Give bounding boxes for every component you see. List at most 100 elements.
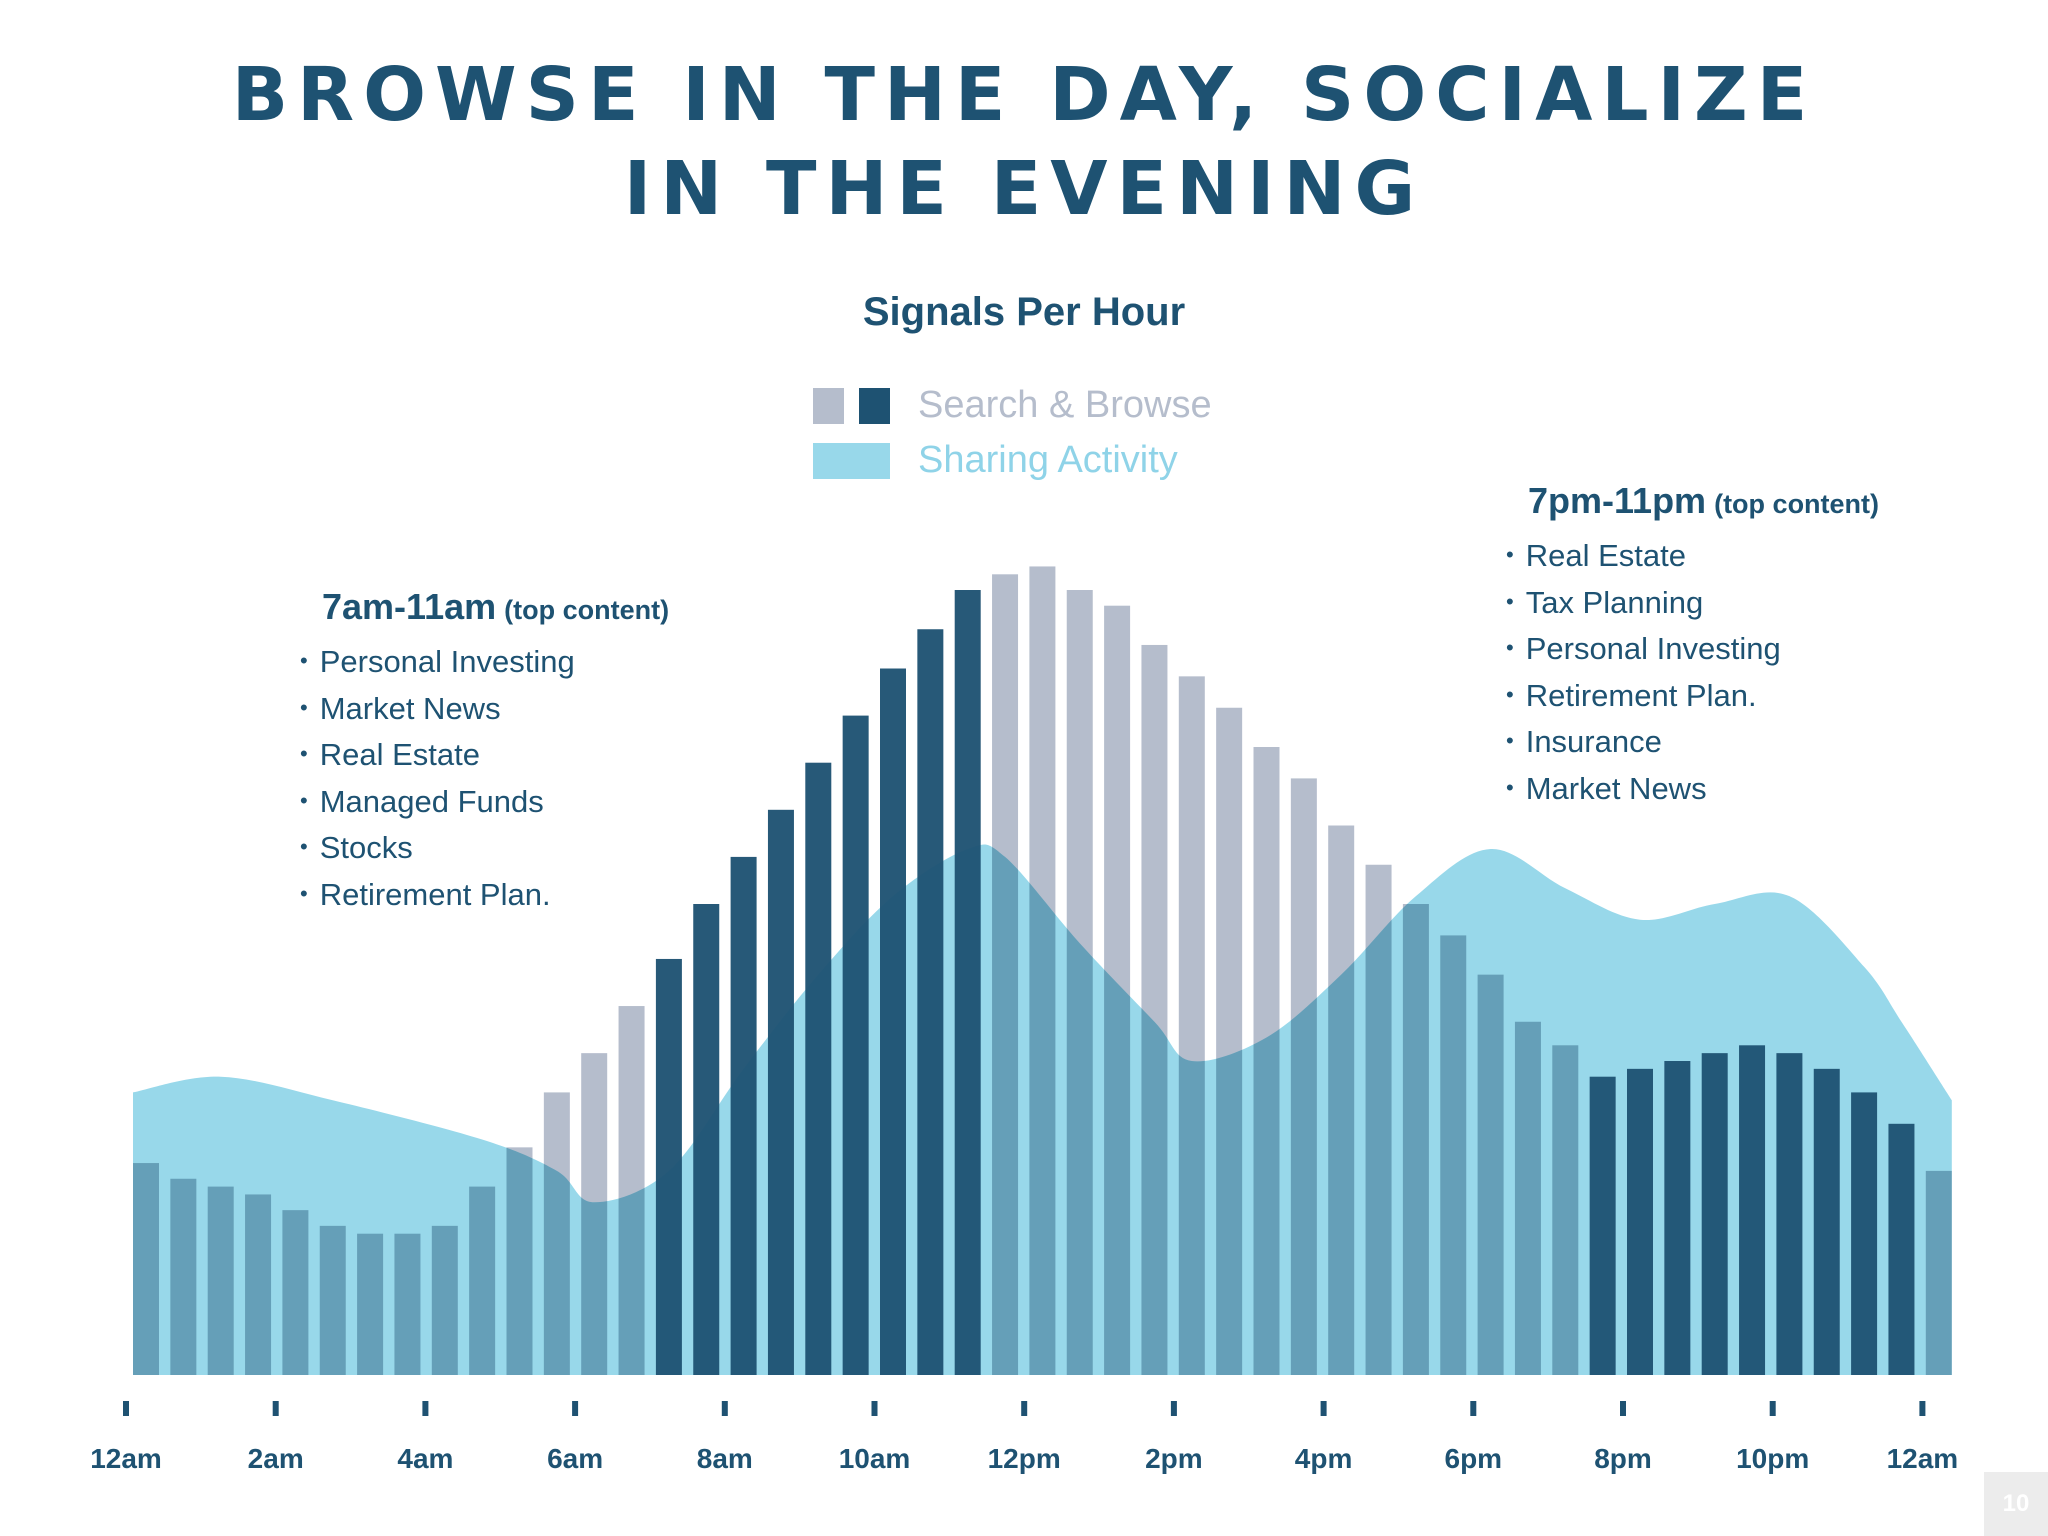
chart-title: Signals Per Hour bbox=[862, 290, 1186, 334]
x-tick-label: 8am bbox=[697, 1443, 753, 1474]
page-number: 10 bbox=[1984, 1472, 2048, 1536]
legend-swatch-area bbox=[813, 442, 890, 479]
x-tick bbox=[1470, 1401, 1477, 1416]
bar-search-browse bbox=[655, 958, 682, 1375]
x-tick bbox=[1919, 1401, 1926, 1416]
morning-annotation: 7am-11am(top content) Personal Investing… bbox=[300, 586, 669, 918]
bar-search-browse bbox=[1627, 1068, 1653, 1375]
x-tick bbox=[1021, 1401, 1028, 1416]
evening-content-list: Real Estate Tax Planning Personal Invest… bbox=[1506, 532, 1879, 812]
title-line-1: BROWSE IN THE DAY, SOCIALIZE bbox=[231, 52, 1817, 138]
x-tick-label: 12am bbox=[1887, 1443, 1959, 1474]
list-item: Managed Funds bbox=[300, 778, 669, 825]
bar-search-browse-overlay bbox=[319, 1225, 346, 1375]
list-item: Tax Planning bbox=[1506, 579, 1879, 626]
list-item: Real Estate bbox=[300, 731, 669, 778]
bar-search-browse-overlay bbox=[1365, 864, 1392, 1375]
bar-search-browse-overlay bbox=[506, 1147, 533, 1375]
bar-search-browse-overlay bbox=[1029, 844, 1056, 1375]
evening-annotation: 7pm-11pm(top content) Real Estate Tax Pl… bbox=[1506, 480, 1879, 812]
legend-swatch-dark bbox=[859, 387, 890, 424]
title-line-2: IN THE EVENING bbox=[623, 146, 1425, 232]
x-tick-label: 4am bbox=[397, 1443, 453, 1474]
evening-annotation-time: 7pm-11pm bbox=[1528, 480, 1707, 521]
bar-search-browse bbox=[1701, 1053, 1728, 1375]
x-tick bbox=[1170, 1401, 1177, 1416]
list-item: Personal Investing bbox=[1506, 625, 1879, 672]
bar-search-browse-overlay bbox=[207, 1186, 234, 1375]
x-tick-label: 12am bbox=[90, 1443, 162, 1474]
bar-search-browse bbox=[1589, 1076, 1616, 1375]
bar-search-browse-overlay bbox=[245, 1194, 272, 1375]
bar-search-browse bbox=[1888, 1123, 1915, 1375]
bar-search-browse bbox=[1664, 1061, 1691, 1375]
bar-search-browse bbox=[767, 809, 794, 1375]
bar-search-browse bbox=[880, 668, 906, 1375]
x-tick-label: 8pm bbox=[1594, 1443, 1652, 1474]
evening-annotation-note: (top content) bbox=[1714, 489, 1880, 519]
x-tick-label: 4pm bbox=[1295, 1443, 1353, 1474]
bar-search-browse-overlay bbox=[431, 1225, 458, 1375]
x-tick-label: 6pm bbox=[1445, 1443, 1503, 1474]
bar-search-browse-overlay bbox=[1402, 904, 1429, 1375]
legend-swatch-light bbox=[813, 387, 844, 424]
morning-annotation-note: (top content) bbox=[504, 595, 670, 625]
x-tick bbox=[123, 1401, 129, 1416]
x-tick bbox=[272, 1401, 279, 1416]
bar-search-browse bbox=[730, 856, 757, 1375]
x-axis: 12am 2am 4am 6am 8am 10am 12pm 2pm 4pm 6pm 8pm 10pm… bbox=[90, 1401, 1958, 1474]
morning-annotation-heading: 7am-11am (top content) bbox=[322, 586, 669, 628]
sharing-activity-area bbox=[133, 844, 1952, 1375]
x-tick-label: 10pm bbox=[1736, 1443, 1809, 1474]
legend-label-sharing-activity: Sharing Activity bbox=[918, 439, 1178, 481]
x-tick-label: 10am bbox=[839, 1443, 911, 1474]
list-item: Retirement Plan. bbox=[300, 871, 669, 918]
bar-search-browse bbox=[805, 762, 832, 1375]
bar-search-browse-overlay bbox=[170, 1178, 197, 1375]
bar-search-browse bbox=[1851, 1092, 1878, 1375]
x-tick bbox=[422, 1401, 429, 1416]
page-title: BROWSE IN THE DAY, SOCIALIZE IN THE EVEN… bbox=[0, 48, 2048, 236]
bar-search-browse bbox=[842, 715, 869, 1375]
x-tick bbox=[721, 1401, 728, 1416]
list-item: Personal Investing bbox=[300, 638, 669, 685]
x-tick bbox=[572, 1401, 579, 1416]
bar-search-browse-overlay bbox=[1477, 974, 1504, 1375]
bar-search-browse bbox=[1813, 1068, 1840, 1375]
legend-item-search-browse: Search & Browse bbox=[813, 378, 1212, 433]
bar-search-browse bbox=[917, 629, 944, 1375]
bar-search-browse-overlay bbox=[469, 1186, 496, 1375]
list-item: Real Estate bbox=[1506, 532, 1879, 579]
legend-item-sharing-activity: Sharing Activity bbox=[813, 433, 1212, 488]
x-tick bbox=[1620, 1401, 1626, 1416]
bar-search-browse bbox=[1776, 1053, 1803, 1375]
legend: Search & Browse Sharing Activity bbox=[813, 378, 1212, 488]
bar-search-browse-overlay bbox=[133, 1163, 159, 1375]
evening-annotation-heading: 7pm-11pm (top content) bbox=[1528, 480, 1879, 522]
x-tick bbox=[871, 1401, 878, 1416]
bar-search-browse-overlay bbox=[1925, 1170, 1952, 1375]
bar-search-browse-overlay bbox=[992, 844, 1019, 1375]
bar-search-browse bbox=[954, 590, 981, 1375]
morning-content-list: Personal Investing Market News Real Esta… bbox=[300, 638, 669, 918]
bar-search-browse-overlay bbox=[1514, 1021, 1541, 1375]
morning-annotation-time: 7am-11am bbox=[322, 586, 497, 627]
bar-search-browse-overlay bbox=[394, 1233, 421, 1375]
bar-search-browse-overlay bbox=[357, 1233, 384, 1375]
x-tick bbox=[1320, 1401, 1327, 1416]
list-item: Stocks bbox=[300, 824, 669, 871]
x-tick bbox=[1769, 1401, 1776, 1416]
bar-search-browse bbox=[693, 904, 720, 1375]
list-item: Insurance bbox=[1506, 718, 1879, 765]
x-tick-label: 6am bbox=[547, 1443, 603, 1474]
legend-label-search-browse: Search & Browse bbox=[918, 384, 1212, 426]
bar-search-browse-overlay bbox=[1552, 1045, 1579, 1375]
x-tick-label: 2am bbox=[248, 1443, 304, 1474]
x-tick-label: 2pm bbox=[1145, 1443, 1203, 1474]
bar-search-browse-overlay bbox=[1440, 935, 1467, 1375]
bar-search-browse bbox=[1739, 1045, 1766, 1375]
list-item: Market News bbox=[300, 685, 669, 732]
list-item: Market News bbox=[1506, 765, 1879, 812]
x-tick-label: 12pm bbox=[988, 1443, 1061, 1474]
